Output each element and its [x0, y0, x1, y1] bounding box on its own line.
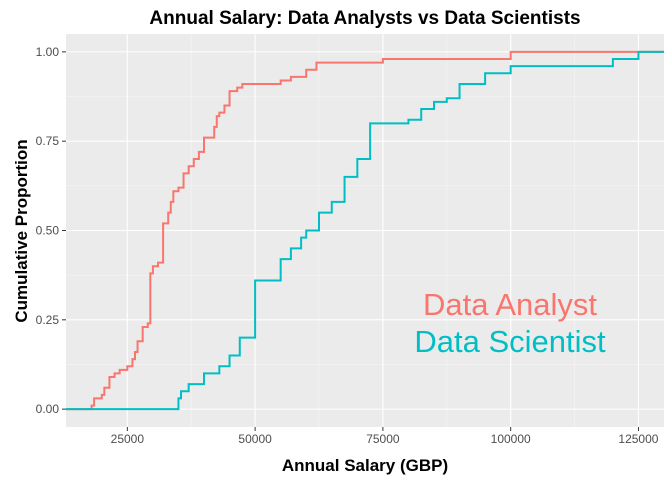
major-gridlines — [66, 34, 664, 427]
y-tick-label: 0.75 — [36, 134, 60, 148]
x-tick-label: 100000 — [491, 432, 531, 446]
x-axis: 25000 50000 75000 100000 125000 — [111, 427, 659, 446]
y-axis-title: Cumulative Proportion — [12, 139, 31, 322]
y-tick-label: 0.25 — [36, 313, 60, 327]
y-tick-label: 0.50 — [36, 224, 60, 238]
series-layer — [66, 50, 664, 411]
x-axis-title: Annual Salary (GBP) — [282, 456, 448, 475]
series-line-data-analyst — [66, 50, 664, 411]
x-tick-label: 25000 — [111, 432, 145, 446]
legend-label-data-analyst: Data Analyst — [423, 287, 597, 322]
legend-label-data-scientist: Data Scientist — [414, 324, 606, 359]
x-tick-label: 50000 — [238, 432, 272, 446]
y-tick-label: 1.00 — [36, 45, 60, 59]
chart-title: Annual Salary: Data Analysts vs Data Sci… — [149, 8, 580, 29]
x-tick-label: 75000 — [366, 432, 400, 446]
x-tick-label: 125000 — [618, 432, 658, 446]
series-line-data-scientist — [66, 50, 664, 411]
y-tick-label: 0.00 — [36, 402, 60, 416]
y-axis: 0.00 0.25 0.50 0.75 1.00 — [36, 45, 66, 416]
